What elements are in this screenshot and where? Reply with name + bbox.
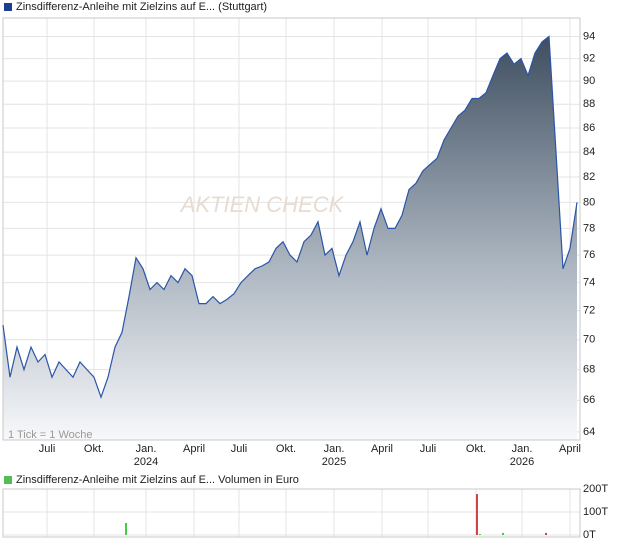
x-tick-label: April [183, 443, 205, 455]
x-year-label: 2026 [510, 456, 534, 468]
y-tick-label: 78 [583, 222, 595, 234]
y-tick-label: 100T [583, 506, 608, 518]
x-tick-label: Juli [39, 443, 56, 455]
volume-bar [502, 532, 505, 535]
x-tick-label: Okt. [276, 443, 296, 455]
x-year-label: 2024 [134, 456, 158, 468]
y-tick-label: 84 [583, 146, 595, 158]
legend-swatch [4, 476, 12, 484]
legend-label: Zinsdifferenz-Anleihe mit Zielzins auf E… [16, 1, 267, 13]
y-tick-label: 86 [583, 122, 595, 134]
legend-swatch [4, 3, 12, 11]
volume-bar [475, 494, 478, 535]
y-tick-label: 80 [583, 196, 595, 208]
y-tick-label: 0T [583, 529, 596, 541]
x-year-label: 2025 [322, 456, 346, 468]
x-tick-label: Jan. [512, 443, 533, 455]
x-tick-label: April [559, 443, 581, 455]
y-tick-label: 70 [583, 334, 595, 346]
x-tick-label: Okt. [466, 443, 486, 455]
x-tick-label: April [371, 443, 393, 455]
volume-bar [478, 534, 481, 535]
volume-frame [2, 488, 581, 538]
y-tick-label: 94 [583, 30, 595, 42]
y-tick-label: 68 [583, 363, 595, 375]
y-tick-label: 88 [583, 98, 595, 110]
y-tick-label: 76 [583, 249, 595, 261]
y-tick-label: 92 [583, 52, 595, 64]
x-tick-label: Juli [231, 443, 248, 455]
volume-bar [544, 532, 547, 535]
y-tick-label: 66 [583, 394, 595, 406]
y-tick-label: 90 [583, 75, 595, 87]
y-tick-label: 72 [583, 305, 595, 317]
y-tick-label: 82 [583, 171, 595, 183]
volume-bar [124, 523, 127, 535]
x-tick-label: Jan. [324, 443, 345, 455]
x-tick-label: Okt. [84, 443, 104, 455]
area [3, 36, 577, 441]
legend-label: Zinsdifferenz-Anleihe mit Zielzins auf E… [16, 474, 299, 486]
x-tick-label: Jan. [136, 443, 157, 455]
y-tick-label: 64 [583, 426, 595, 438]
y-tick-label: 74 [583, 276, 595, 288]
x-tick-label: Juli [420, 443, 437, 455]
tick-note: 1 Tick = 1 Woche [8, 429, 92, 441]
plot-frame [2, 17, 581, 441]
watermark: AKTIEN CHECK [179, 192, 345, 217]
y-tick-label: 200T [583, 483, 608, 495]
line [2, 35, 578, 400]
